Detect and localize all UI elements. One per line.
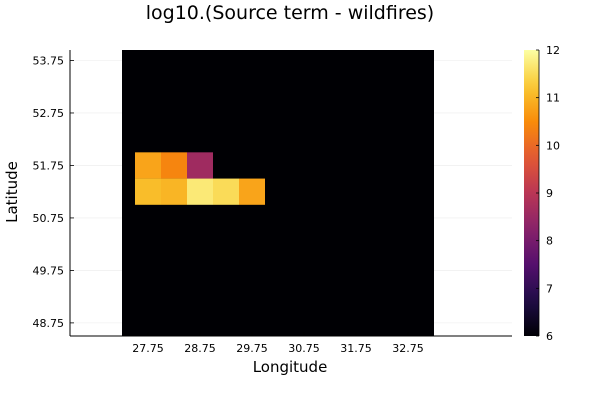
- heatmap-cell: [187, 178, 213, 205]
- heatmap-cell: [239, 178, 265, 205]
- x-tick-label: 30.75: [288, 342, 320, 355]
- colorbar-tick-label: 11: [546, 92, 560, 105]
- colorbar-tick-label: 12: [546, 44, 560, 57]
- chart-title: log10.(Source term - wildfires): [146, 2, 434, 24]
- y-tick-label: 52.75: [33, 107, 65, 120]
- x-axis-label: Longitude: [253, 358, 328, 376]
- y-tick-label: 51.75: [33, 159, 65, 172]
- x-tick-label: 31.75: [340, 342, 372, 355]
- x-tick-label: 29.75: [236, 342, 268, 355]
- heatmap-cell: [187, 152, 213, 179]
- colorbar-tick-label: 6: [546, 330, 553, 343]
- colorbar-tick-label: 9: [546, 187, 553, 200]
- x-tick-label: 27.75: [132, 342, 164, 355]
- y-tick-label: 48.75: [33, 317, 65, 330]
- y-axis-label: Latitude: [3, 161, 21, 223]
- colorbar-tick-label: 7: [546, 282, 553, 295]
- heatmap-cell: [161, 152, 187, 179]
- colorbar: 6 7 8 9 10 11 12: [524, 44, 560, 343]
- x-tick-label: 32.75: [392, 342, 424, 355]
- y-tick-label: 53.75: [33, 54, 65, 67]
- colorbar-tick-label: 8: [546, 235, 553, 248]
- colorbar-tick-label: 10: [546, 139, 560, 152]
- heatmap-cell: [161, 178, 187, 205]
- y-tick-label: 49.75: [33, 264, 65, 277]
- colorbar-gradient: [524, 50, 539, 336]
- heatmap-cell: [135, 178, 161, 205]
- x-tick-label: 28.75: [184, 342, 216, 355]
- plot-area: 27.75 28.75 29.75 30.75 31.75 32.75 48.75 49.75…: [33, 50, 512, 355]
- y-tick-label: 50.75: [33, 212, 65, 225]
- heatmap-cell: [135, 152, 161, 179]
- heatmap-cell: [213, 178, 239, 205]
